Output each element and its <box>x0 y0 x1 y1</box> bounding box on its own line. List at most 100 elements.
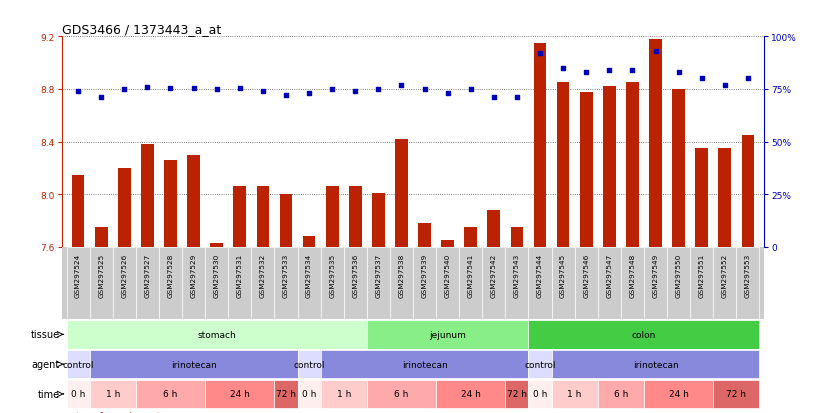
Bar <box>297 350 320 379</box>
Text: 0 h: 0 h <box>71 389 85 399</box>
Text: GSM297531: GSM297531 <box>237 253 243 297</box>
Bar <box>234 187 246 247</box>
Text: GSM297546: GSM297546 <box>583 253 589 297</box>
Point <box>117 86 131 93</box>
Text: GSM297547: GSM297547 <box>606 253 612 297</box>
Point <box>487 95 501 102</box>
Text: irinotecan: irinotecan <box>633 360 678 369</box>
Bar <box>719 149 731 247</box>
Text: GSM297549: GSM297549 <box>653 253 658 297</box>
Bar <box>603 87 615 247</box>
Bar <box>141 145 154 247</box>
Bar <box>552 380 598 408</box>
Text: GSM297540: GSM297540 <box>444 253 451 297</box>
Bar <box>257 187 269 247</box>
Bar <box>413 247 436 320</box>
Text: GSM297542: GSM297542 <box>491 253 496 297</box>
Bar <box>95 228 107 247</box>
Text: agent: agent <box>31 359 59 369</box>
Bar <box>297 380 320 408</box>
Text: GSM297553: GSM297553 <box>745 253 751 297</box>
Text: control: control <box>63 360 94 369</box>
Point <box>372 86 385 93</box>
Bar <box>159 247 182 320</box>
Bar <box>580 93 592 247</box>
Text: 1 h: 1 h <box>336 389 351 399</box>
Bar <box>118 169 131 247</box>
Text: 0 h: 0 h <box>301 389 316 399</box>
Text: 24 h: 24 h <box>461 389 481 399</box>
Bar <box>464 228 477 247</box>
Bar <box>598 247 621 320</box>
Text: GSM297551: GSM297551 <box>699 253 705 297</box>
Bar <box>349 187 362 247</box>
Bar <box>188 155 200 247</box>
Bar <box>90 247 113 320</box>
Bar <box>135 247 159 320</box>
Text: GSM297533: GSM297533 <box>283 253 289 297</box>
Bar <box>228 247 251 320</box>
Bar <box>205 247 228 320</box>
Point <box>164 85 177 92</box>
Bar <box>274 380 297 408</box>
Point <box>418 86 431 93</box>
Text: ■  transformed count: ■ transformed count <box>62 411 160 413</box>
Bar <box>395 140 408 247</box>
Text: GSM297539: GSM297539 <box>421 253 428 297</box>
Bar <box>164 161 177 247</box>
Point <box>741 76 754 83</box>
Bar <box>644 247 667 320</box>
Bar <box>529 350 552 379</box>
Bar <box>459 247 482 320</box>
Point <box>395 82 408 89</box>
Bar <box>67 350 90 379</box>
Bar <box>695 149 708 247</box>
Point <box>464 86 477 93</box>
Bar <box>67 380 90 408</box>
Bar <box>251 247 274 320</box>
Text: GSM297532: GSM297532 <box>260 253 266 297</box>
Bar <box>482 247 506 320</box>
Text: GSM297525: GSM297525 <box>98 253 104 297</box>
Text: GDS3466 / 1373443_a_at: GDS3466 / 1373443_a_at <box>62 23 221 36</box>
Bar <box>320 380 367 408</box>
Text: GSM297528: GSM297528 <box>168 253 173 297</box>
Text: control: control <box>525 360 556 369</box>
Bar <box>367 247 390 320</box>
Text: GSM297535: GSM297535 <box>330 253 335 297</box>
Bar <box>598 380 644 408</box>
Bar <box>621 247 644 320</box>
Bar <box>90 350 297 379</box>
Point <box>302 90 316 97</box>
Point <box>557 65 570 72</box>
Point <box>603 67 616 74</box>
Point <box>534 51 547 57</box>
Bar <box>713 380 759 408</box>
Text: GSM297543: GSM297543 <box>514 253 520 297</box>
Bar <box>649 40 662 247</box>
Bar <box>90 380 135 408</box>
Bar <box>552 350 759 379</box>
Text: GSM297544: GSM297544 <box>537 253 543 297</box>
Text: 6 h: 6 h <box>394 389 409 399</box>
Bar <box>441 241 454 247</box>
Bar <box>557 83 569 247</box>
Text: GSM297537: GSM297537 <box>375 253 382 297</box>
Text: 1 h: 1 h <box>567 389 582 399</box>
Text: GSM297534: GSM297534 <box>306 253 312 297</box>
Text: 72 h: 72 h <box>726 389 747 399</box>
Bar <box>529 247 552 320</box>
Bar <box>436 380 506 408</box>
Bar <box>742 136 754 247</box>
Point <box>325 86 339 93</box>
Bar <box>67 320 367 349</box>
Bar <box>302 237 316 247</box>
Point <box>187 85 200 92</box>
Text: tissue: tissue <box>31 330 59 339</box>
Bar <box>506 247 529 320</box>
Bar <box>205 380 274 408</box>
Bar <box>529 320 759 349</box>
Bar <box>436 247 459 320</box>
Bar <box>280 195 292 247</box>
Bar <box>274 247 297 320</box>
